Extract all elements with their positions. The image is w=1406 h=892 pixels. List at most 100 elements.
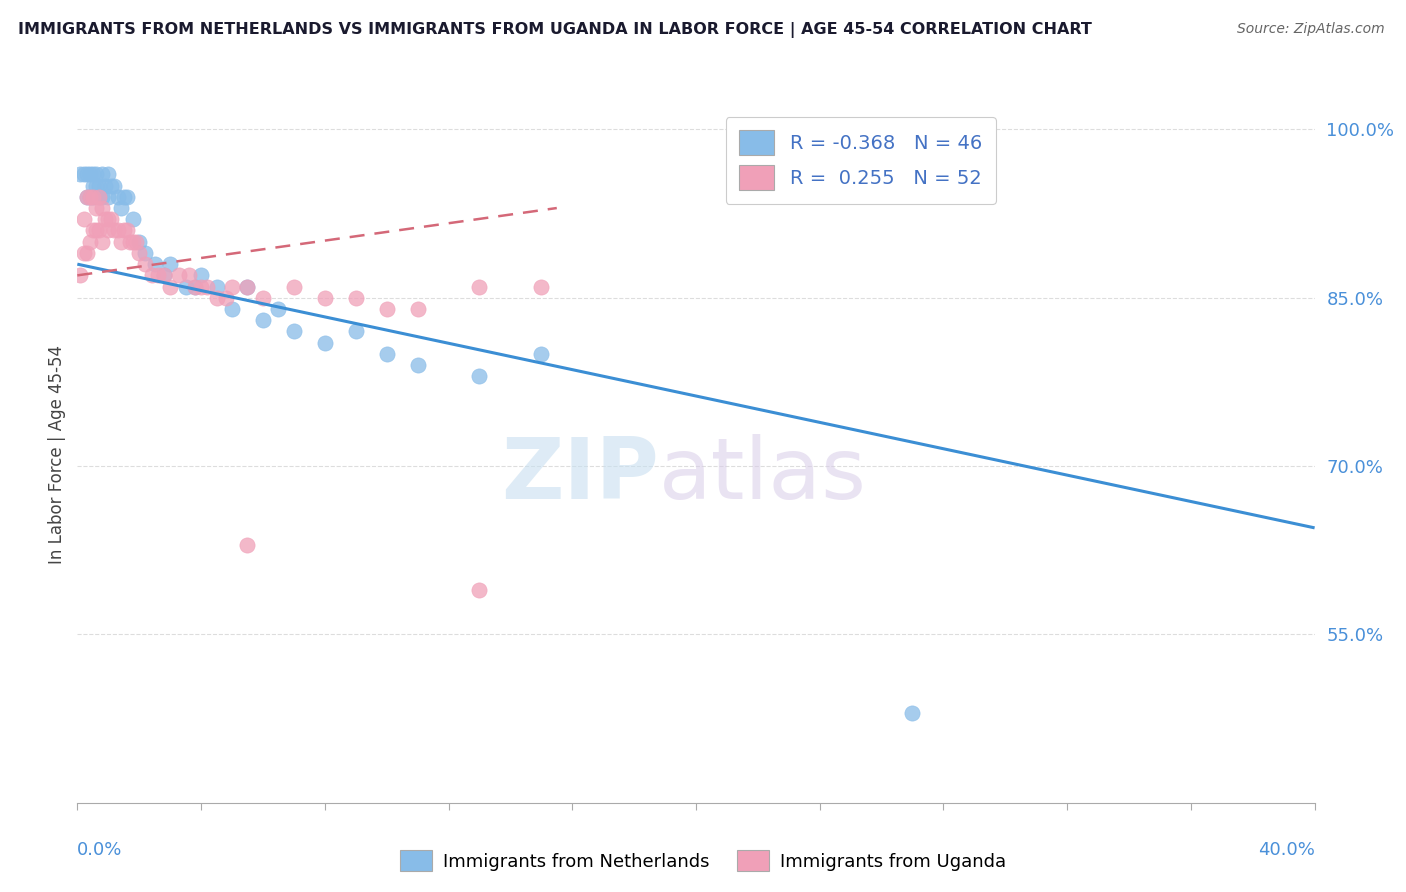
Point: [82, 223, 104, 237]
Point: [110, 201, 132, 215]
Point: [122, 235, 145, 249]
Point: [76, 167, 98, 181]
Point: [177, 268, 200, 283]
Text: Source: ZipAtlas.com: Source: ZipAtlas.com: [1237, 22, 1385, 37]
Point: [72, 212, 94, 227]
Point: [72, 246, 94, 260]
Point: [344, 291, 367, 305]
Point: [174, 279, 197, 293]
Point: [84, 178, 107, 193]
Point: [87, 190, 110, 204]
Point: [530, 347, 553, 361]
Point: [128, 235, 150, 249]
Point: [87, 223, 110, 237]
Point: [112, 190, 135, 204]
Point: [69, 268, 91, 283]
Point: [97, 223, 120, 237]
Point: [267, 301, 290, 316]
Point: [79, 190, 101, 204]
Point: [103, 178, 125, 193]
Point: [252, 313, 274, 327]
Point: [195, 279, 218, 293]
Point: [115, 190, 138, 204]
Point: [84, 167, 107, 181]
Point: [205, 291, 228, 305]
Point: [84, 223, 107, 237]
Point: [530, 279, 553, 293]
Point: [344, 325, 367, 339]
Point: [112, 223, 135, 237]
Point: [91, 201, 114, 215]
Point: [375, 301, 398, 316]
Point: [375, 347, 398, 361]
Point: [159, 279, 181, 293]
Point: [236, 279, 259, 293]
Point: [97, 212, 120, 227]
Point: [190, 268, 212, 283]
Point: [103, 223, 125, 237]
Point: [91, 167, 114, 181]
Point: [159, 257, 181, 271]
Text: atlas: atlas: [659, 434, 868, 517]
Point: [79, 167, 101, 181]
Point: [205, 279, 228, 293]
Point: [122, 212, 145, 227]
Point: [82, 178, 104, 193]
Text: ZIP: ZIP: [501, 434, 659, 517]
Legend: Immigrants from Netherlands, Immigrants from Uganda: Immigrants from Netherlands, Immigrants …: [392, 843, 1014, 879]
Point: [72, 167, 94, 181]
Point: [82, 167, 104, 181]
Point: [100, 178, 122, 193]
Point: [79, 190, 101, 204]
Point: [146, 268, 169, 283]
Point: [107, 223, 129, 237]
Point: [283, 325, 305, 339]
Text: 0.0%: 0.0%: [77, 841, 122, 859]
Point: [406, 301, 429, 316]
Text: 40.0%: 40.0%: [1258, 841, 1315, 859]
Point: [283, 279, 305, 293]
Point: [82, 190, 104, 204]
Point: [91, 190, 114, 204]
Point: [221, 279, 243, 293]
Point: [143, 257, 166, 271]
Point: [184, 279, 207, 293]
Point: [94, 178, 117, 193]
Point: [79, 235, 101, 249]
Y-axis label: In Labor Force | Age 45-54: In Labor Force | Age 45-54: [48, 345, 66, 565]
Point: [134, 257, 156, 271]
Text: IMMIGRANTS FROM NETHERLANDS VS IMMIGRANTS FROM UGANDA IN LABOR FORCE | AGE 45-54: IMMIGRANTS FROM NETHERLANDS VS IMMIGRANT…: [18, 22, 1092, 38]
Point: [468, 582, 491, 597]
Point: [115, 223, 138, 237]
Point: [110, 235, 132, 249]
Point: [76, 246, 98, 260]
Point: [87, 190, 110, 204]
Point: [236, 538, 259, 552]
Point: [107, 190, 129, 204]
Point: [94, 212, 117, 227]
Point: [236, 279, 259, 293]
Point: [215, 291, 238, 305]
Point: [134, 246, 156, 260]
Point: [153, 268, 176, 283]
Point: [314, 335, 336, 350]
Point: [901, 706, 924, 720]
Point: [97, 167, 120, 181]
Point: [69, 167, 91, 181]
Point: [190, 279, 212, 293]
Point: [76, 190, 98, 204]
Point: [84, 201, 107, 215]
Legend: R = -0.368   N = 46, R =  0.255   N = 52: R = -0.368 N = 46, R = 0.255 N = 52: [725, 117, 995, 203]
Point: [169, 268, 191, 283]
Point: [128, 246, 150, 260]
Point: [76, 190, 98, 204]
Point: [221, 301, 243, 316]
Point: [153, 268, 176, 283]
Point: [184, 279, 207, 293]
Point: [468, 279, 491, 293]
Point: [468, 369, 491, 384]
Point: [87, 178, 110, 193]
Point: [125, 235, 148, 249]
Point: [91, 235, 114, 249]
Point: [100, 212, 122, 227]
